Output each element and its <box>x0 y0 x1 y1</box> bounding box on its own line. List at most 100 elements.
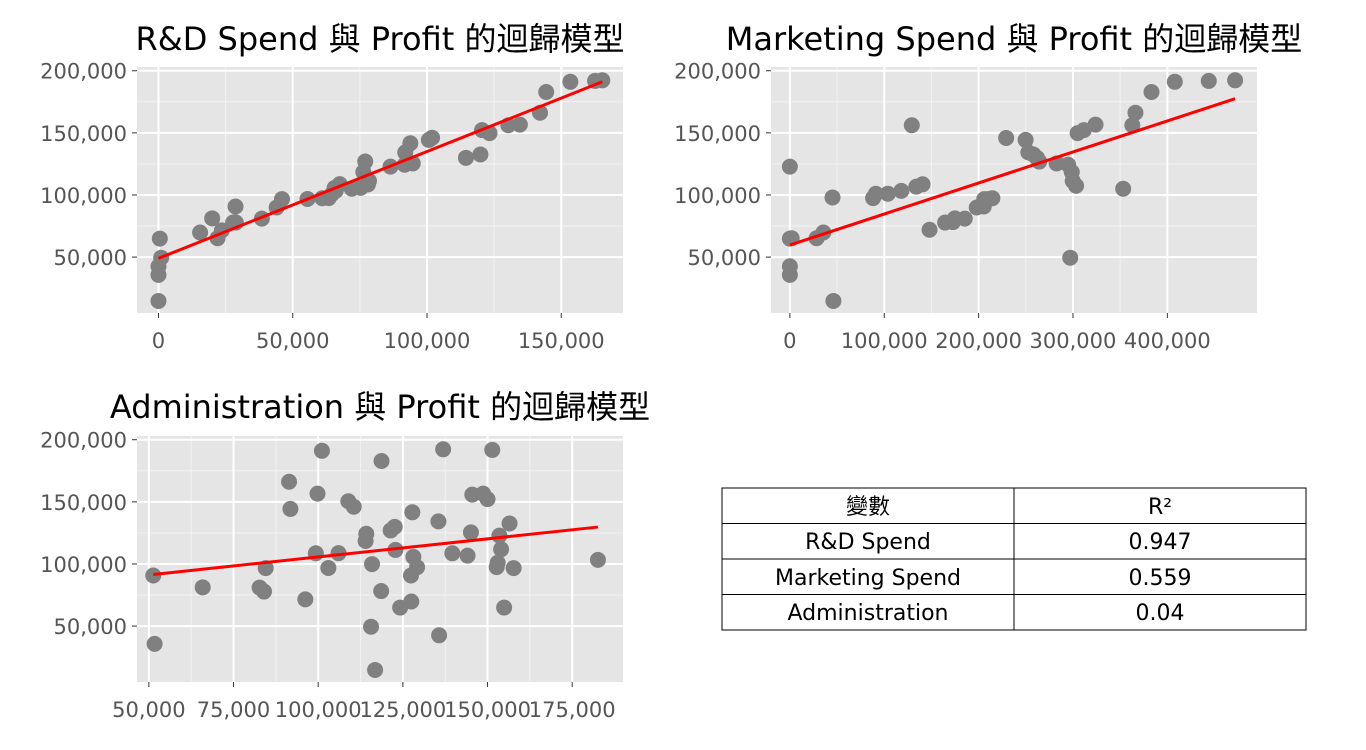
data-point <box>273 191 290 208</box>
data-point <box>430 513 447 530</box>
data-point <box>1127 104 1144 121</box>
data-point <box>984 190 1001 207</box>
data-point <box>824 189 841 206</box>
data-point <box>998 129 1015 146</box>
y-tick-label: 50,000 <box>688 246 761 270</box>
data-point <box>825 292 842 309</box>
data-point <box>893 182 910 199</box>
x-tick-label: 100,000 <box>275 698 362 722</box>
data-point <box>489 554 506 571</box>
data-point <box>914 176 931 193</box>
y-tick-label: 50,000 <box>54 246 127 270</box>
data-point <box>431 627 448 644</box>
data-point <box>145 567 162 584</box>
data-point <box>1143 83 1160 100</box>
x-tick-label: 300,000 <box>1030 329 1117 353</box>
data-point <box>192 224 209 241</box>
data-point <box>320 559 337 576</box>
data-point <box>194 579 211 596</box>
regression-line <box>157 80 603 260</box>
data-point <box>386 518 403 535</box>
x-tick-label: 125,000 <box>359 698 446 722</box>
data-point <box>146 635 163 652</box>
x-tick-label: 0 <box>152 329 165 353</box>
data-point <box>227 198 244 215</box>
data-point <box>511 116 528 133</box>
data-point <box>594 72 611 89</box>
data-point <box>444 545 461 562</box>
table-header-variable: 變數 <box>846 495 890 520</box>
data-point <box>921 221 938 238</box>
x-tick-label: 100,000 <box>384 329 471 353</box>
chart-title: Marketing Spend 與 Profit 的迴歸模型 <box>726 20 1303 58</box>
x-tick-label: 100,000 <box>841 329 928 353</box>
data-point <box>493 541 510 558</box>
data-point <box>402 135 419 152</box>
axis-ticks: 0 100,000 200,000 300,000 400,000 50,000 100,0… <box>674 60 1211 353</box>
x-tick-label: 175,000 <box>529 698 616 722</box>
data-point <box>364 556 381 573</box>
table-cell-variable: Marketing Spend <box>775 566 961 591</box>
data-point <box>1068 177 1085 194</box>
regression-line <box>153 525 599 577</box>
data-point <box>309 485 326 502</box>
data-point <box>589 551 606 568</box>
scatter-points <box>781 72 1244 309</box>
x-tick-label: 0 <box>783 329 796 353</box>
data-point <box>345 498 362 515</box>
table-cell-r2: 0.04 <box>1136 601 1185 626</box>
y-tick-label: 100,000 <box>40 553 127 577</box>
fit-line <box>157 80 603 260</box>
data-point <box>403 593 420 610</box>
data-point <box>204 210 221 227</box>
data-point <box>330 545 347 562</box>
data-point <box>424 129 441 146</box>
x-tick-label: 200,000 <box>935 329 1022 353</box>
table-cell-r2: 0.559 <box>1129 566 1192 591</box>
fit-line <box>789 97 1236 247</box>
data-point <box>562 73 579 90</box>
data-point <box>484 441 501 458</box>
data-point <box>1227 72 1244 89</box>
r-squared-table: 變數 R² R&D Spend 0.947 Marketing Spend 0.… <box>721 487 1307 631</box>
x-tick-label: 400,000 <box>1124 329 1211 353</box>
data-point <box>781 158 798 175</box>
data-point <box>151 230 168 247</box>
data-point <box>1087 116 1104 133</box>
x-tick-label: 50,000 <box>256 329 329 353</box>
axis-ticks: 50,000 75,000 100,000125,000150,000175,000… <box>40 429 615 722</box>
regression-line <box>789 97 1236 247</box>
data-point <box>903 117 920 134</box>
table-cell-variable: Administration <box>788 601 949 626</box>
data-point <box>459 547 476 564</box>
data-point <box>367 661 384 678</box>
data-point <box>879 185 896 202</box>
y-tick-label: 100,000 <box>674 184 761 208</box>
data-point <box>501 515 518 532</box>
y-tick-label: 200,000 <box>40 60 127 84</box>
data-point <box>538 83 555 100</box>
table-cell-variable: R&D Spend <box>805 530 931 555</box>
fit-line <box>153 525 599 577</box>
data-point <box>404 504 421 521</box>
y-tick-label: 50,000 <box>54 615 127 639</box>
x-tick-label: 150,000 <box>518 329 605 353</box>
y-tick-label: 200,000 <box>40 429 127 453</box>
data-point <box>867 185 884 202</box>
administration-regression-chart: Administration 與 Profit 的迴歸模型 50,000 75,0… <box>40 388 650 722</box>
data-point <box>1200 72 1217 89</box>
y-tick-label: 100,000 <box>40 184 127 208</box>
data-point <box>358 525 375 542</box>
data-point <box>491 527 508 544</box>
chart-title: Administration 與 Profit 的迴歸模型 <box>110 388 650 426</box>
table-header-r2: R² <box>1148 495 1172 520</box>
data-point <box>496 599 513 616</box>
plot-panel <box>137 436 623 682</box>
y-tick-label: 200,000 <box>674 60 761 84</box>
data-point <box>505 560 522 577</box>
data-point <box>1115 180 1132 197</box>
x-tick-label: 75,000 <box>197 698 270 722</box>
data-point <box>373 452 390 469</box>
y-tick-label: 150,000 <box>674 122 761 146</box>
